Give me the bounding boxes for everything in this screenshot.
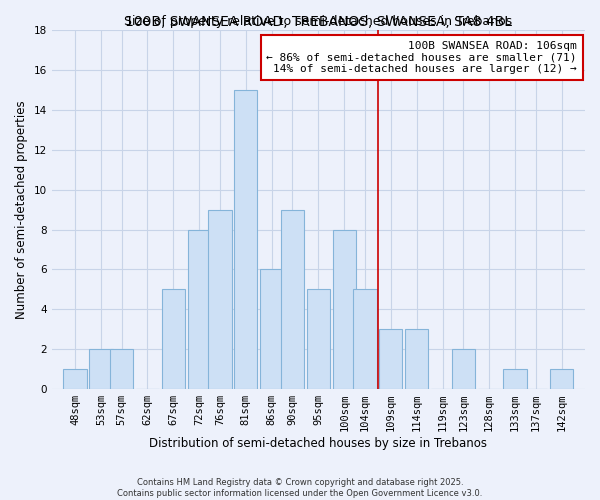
Text: 100B SWANSEA ROAD: 106sqm
← 86% of semi-detached houses are smaller (71)
14% of : 100B SWANSEA ROAD: 106sqm ← 86% of semi-… [266,41,577,74]
Bar [89,349,113,389]
Bar [452,349,475,389]
Bar [260,270,283,389]
Bar [503,369,527,389]
Title: 100B, SWANSEA ROAD, TREBANOS, SWANSEA, SA8 4BL: 100B, SWANSEA ROAD, TREBANOS, SWANSEA, S… [125,15,512,29]
Bar [405,330,428,389]
Text: Size of property relative to semi-detached houses in Trebanos: Size of property relative to semi-detach… [124,16,512,28]
Bar [353,290,377,389]
Y-axis label: Number of semi-detached properties: Number of semi-detached properties [15,100,28,319]
Bar [188,230,211,389]
Bar [64,369,86,389]
Bar [161,290,185,389]
Bar [379,330,403,389]
Bar [307,290,330,389]
Bar [281,210,304,389]
Text: Contains HM Land Registry data © Crown copyright and database right 2025.
Contai: Contains HM Land Registry data © Crown c… [118,478,482,498]
Bar [234,90,257,389]
X-axis label: Distribution of semi-detached houses by size in Trebanos: Distribution of semi-detached houses by … [149,437,487,450]
Bar [110,349,133,389]
Bar [550,369,574,389]
Bar [332,230,356,389]
Bar [208,210,232,389]
